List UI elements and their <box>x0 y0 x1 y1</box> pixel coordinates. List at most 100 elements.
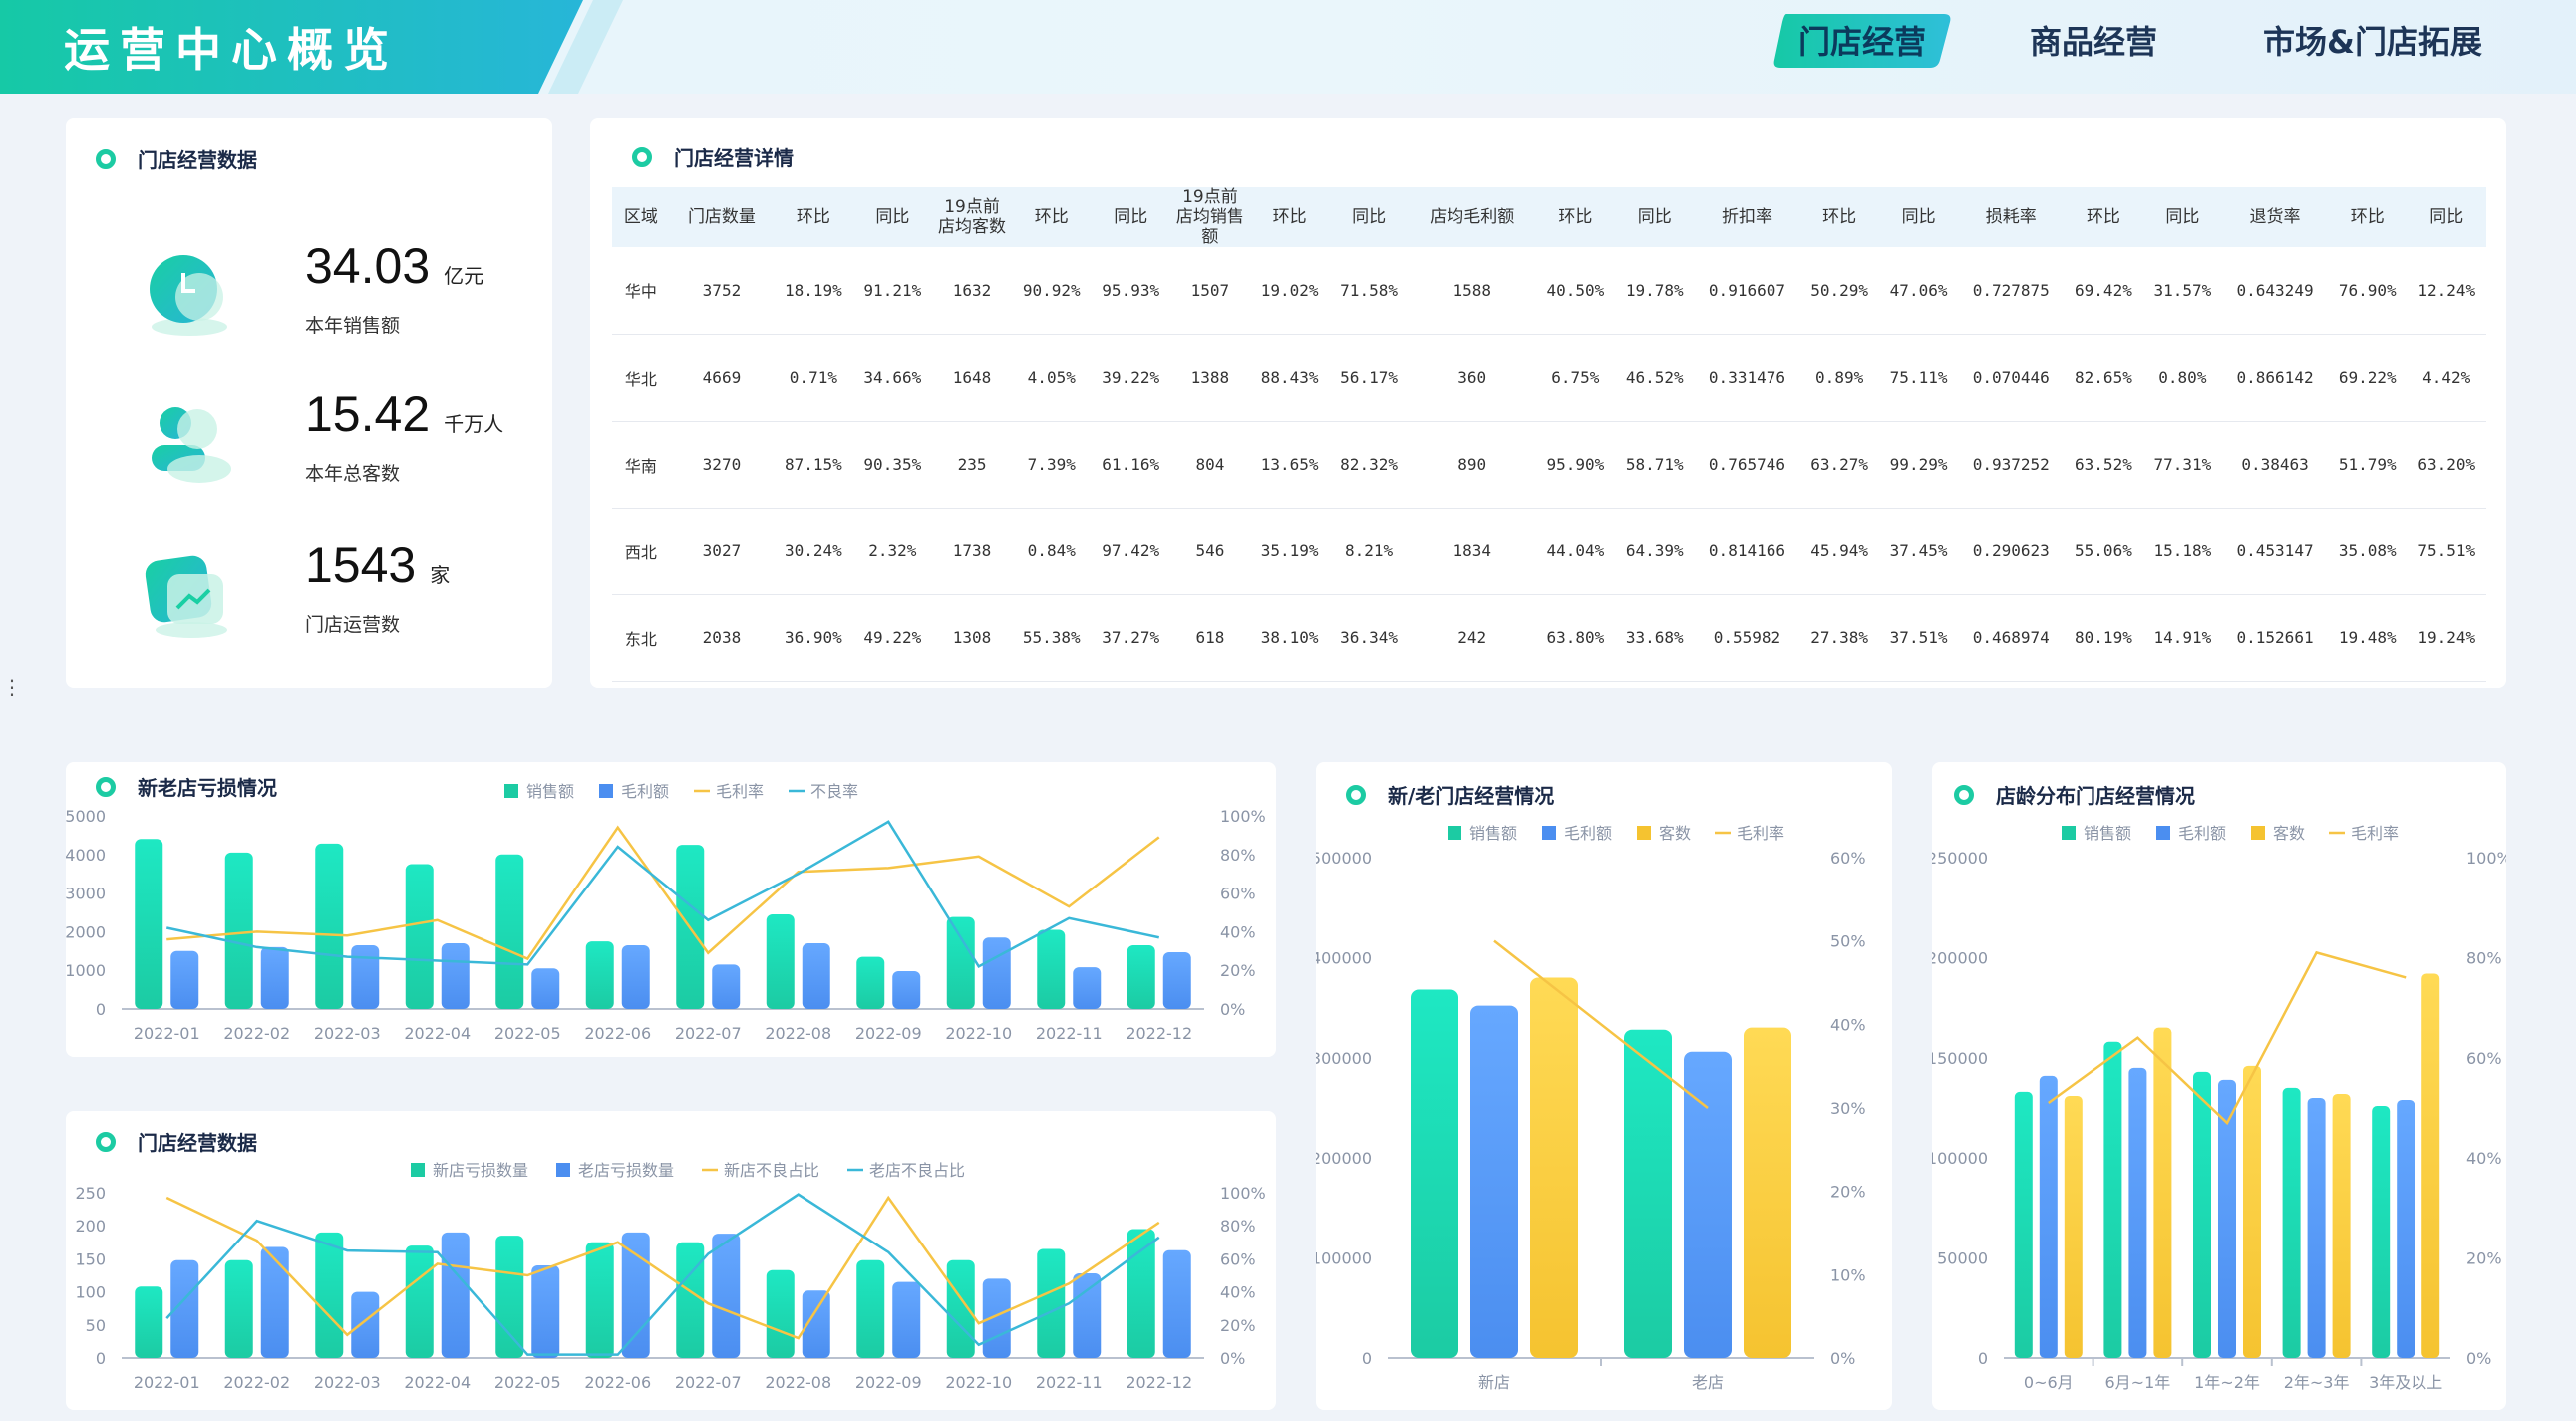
y-tick-label-left: 500000 <box>1316 849 1372 868</box>
kpi-stores-value: 1543 <box>305 537 417 593</box>
bar-老店亏损数量 <box>621 1232 650 1358</box>
kpi-customers-value: 15.42 <box>305 386 431 442</box>
drag-handle-icon[interactable]: ⋮ <box>2 675 22 699</box>
title-dot-icon <box>96 1131 116 1152</box>
line-新店不良占比 <box>165 1195 1160 1340</box>
tab-market-expansion[interactable]: 市场&门店拓展 <box>2263 23 2482 61</box>
legend-label: 新店不良占比 <box>724 1161 819 1180</box>
bar-销售额 <box>1624 1029 1672 1358</box>
table-cell: 546 <box>1169 508 1250 595</box>
table-cell: 75.11% <box>1878 334 1959 422</box>
table-cell: 0.152661 <box>2222 594 2329 682</box>
table-cell: 1308 <box>932 594 1013 682</box>
y-tick-label-left: 250 <box>75 1184 106 1203</box>
y-tick-label-right: 80% <box>2466 948 2502 967</box>
x-tick-label: 2022-02 <box>223 1373 290 1392</box>
table-cell: 37.51% <box>1878 594 1959 682</box>
bar-毛利额 <box>802 943 830 1009</box>
table-cell: 36.34% <box>1329 594 1409 682</box>
bar-销售额 <box>856 956 885 1009</box>
table-cell: 华中 <box>612 247 670 335</box>
table-cell: 56.17% <box>1329 334 1409 422</box>
bar-毛利额 <box>2307 1097 2326 1358</box>
legend-label: 不良率 <box>810 782 858 801</box>
bar-老店亏损数量 <box>351 1291 380 1358</box>
table-cell: 64.39% <box>1615 508 1695 595</box>
bar-新店亏损数量 <box>495 1236 524 1358</box>
kpi-sales: 34.03 亿元 本年销售额 <box>66 227 544 357</box>
bar-新店亏损数量 <box>1127 1229 1155 1358</box>
kpi-customers-label: 本年总客数 <box>305 463 401 485</box>
bar-毛利额 <box>1684 1051 1732 1358</box>
table-cell: 61.16% <box>1091 421 1170 509</box>
bar-老店亏损数量 <box>441 1232 470 1358</box>
tab-store-operation[interactable]: 门店经营 <box>1797 23 1926 61</box>
table-cell: 37.27% <box>1091 594 1170 682</box>
x-tick-label: 2022-11 <box>1036 1024 1103 1043</box>
x-tick-label: 2022-09 <box>855 1373 922 1392</box>
legend-label: 毛利率 <box>716 782 764 801</box>
loss-chart: 0 1000 2000 3000 4000 5000 0% 20% 40% 60% 80% 100% 2… <box>66 782 1266 1043</box>
table-cell: 19.24% <box>2407 594 2486 682</box>
x-tick-label: 老店 <box>1692 1373 1724 1392</box>
table-cell: 82.65% <box>2064 334 2143 422</box>
bar-新店亏损数量 <box>676 1242 705 1358</box>
table-cell: 63.52% <box>2064 421 2143 509</box>
table-cell: 7.39% <box>1012 421 1092 509</box>
bar-客数 <box>2421 973 2440 1358</box>
x-tick-label: 2022-07 <box>675 1024 742 1043</box>
table-cell: 19.02% <box>1249 247 1330 335</box>
table-cell: 49.22% <box>852 594 933 682</box>
table-cell: 35.08% <box>2328 508 2408 595</box>
bar-新店亏损数量 <box>405 1245 434 1358</box>
x-tick-label: 2022-05 <box>494 1373 561 1392</box>
y-tick-label-left: 400000 <box>1316 948 1372 967</box>
x-tick-label: 2022-04 <box>404 1024 471 1043</box>
chart-title-new-old: 新/老门店经营情况 <box>1388 784 1555 808</box>
table-header-cell: 环比 <box>1799 187 1879 247</box>
bar-老店亏损数量 <box>531 1265 560 1358</box>
table-cell: 0.765746 <box>1694 421 1800 509</box>
bar-销售额 <box>2014 1091 2033 1358</box>
y-tick-label-left: 2000 <box>66 922 106 941</box>
table-header-cell: 折扣率 <box>1694 187 1800 247</box>
bar-客数 <box>2153 1027 2172 1358</box>
bar-客数 <box>1744 1027 1791 1358</box>
y-tick-label-right: 20% <box>2466 1249 2502 1268</box>
bar-毛利额 <box>2039 1075 2058 1358</box>
table-cell: 97.42% <box>1091 508 1170 595</box>
table-cell: 46.52% <box>1615 334 1695 422</box>
table-cell: 90.35% <box>852 421 933 509</box>
legend-swatch <box>2156 826 2170 840</box>
chart-title-store-age: 店龄分布门店经营情况 <box>1996 784 2195 808</box>
legend-swatch <box>1637 826 1651 840</box>
bar-新店亏损数量 <box>946 1259 975 1358</box>
table-cell: 19.78% <box>1615 247 1695 335</box>
table-header-cell: 环比 <box>1012 187 1092 247</box>
table-cell: 27.38% <box>1799 594 1879 682</box>
y-tick-label-right: 100% <box>2466 849 2506 868</box>
y-tick-label-left: 200 <box>75 1217 106 1236</box>
table-cell: 36.90% <box>774 594 853 682</box>
table-cell: 0.916607 <box>1694 247 1800 335</box>
header-bar: 运营中心概览 门店经营 商品经营 市场&门店拓展 <box>0 0 2576 94</box>
table-cell: 4.05% <box>1012 334 1092 422</box>
kpi-customers-unit: 千万人 <box>444 414 504 436</box>
active-tab-bg <box>1773 14 1951 68</box>
tab-product-operation[interactable]: 商品经营 <box>2029 23 2157 61</box>
kpi-stores-label: 门店运营数 <box>305 614 401 636</box>
legend-label: 毛利率 <box>1737 824 1784 843</box>
table-cell: 69.42% <box>2064 247 2143 335</box>
y-tick-label-right: 100% <box>1220 807 1266 826</box>
bar-毛利额 <box>982 937 1011 1009</box>
table-cell: 95.90% <box>1535 421 1616 509</box>
y-tick-label-right: 80% <box>1220 846 1256 865</box>
table-cell: 东北 <box>612 594 670 682</box>
table-cell: 55.38% <box>1012 594 1092 682</box>
y-tick-label-right: 60% <box>1220 1249 1256 1268</box>
table-cell: 华北 <box>612 334 670 422</box>
y-tick-label-left: 1000 <box>66 961 106 980</box>
table-cell: 0.80% <box>2142 334 2223 422</box>
x-tick-label: 2022-05 <box>494 1024 561 1043</box>
table-cell: 87.15% <box>774 421 853 509</box>
